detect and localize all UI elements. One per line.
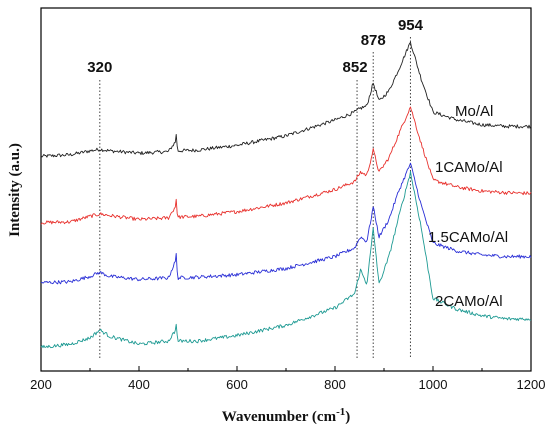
series-labels: Mo/Al 1CAMo/Al 1.5CAMo/Al 2CAMo/Al	[428, 103, 508, 310]
x-axis-title: Wavenumber (cm-1)	[222, 406, 350, 425]
series-line-3	[40, 170, 532, 349]
x-tick-label: 800	[324, 377, 346, 392]
series-line-0	[40, 41, 532, 158]
peak-labels: 320 852 878 954	[87, 17, 423, 76]
y-axis-title: Intensity (a.u.)	[7, 143, 23, 237]
series-label-3: 2CAMo/Al	[435, 293, 503, 310]
x-tick-label: 600	[226, 377, 248, 392]
peak-label-954: 954	[398, 17, 424, 34]
series-label-1: 1CAMo/Al	[435, 159, 503, 176]
plot-frame	[40, 7, 532, 372]
peak-label-320: 320	[87, 59, 112, 76]
x-axis-ticks: 200 400 600 800 1000 1200	[30, 366, 545, 392]
series-label-2: 1.5CAMo/Al	[428, 229, 508, 246]
series-line-1	[40, 106, 532, 225]
x-tick-label: 400	[128, 377, 150, 392]
x-tick-label: 200	[30, 377, 52, 392]
x-tick-label: 1200	[517, 377, 546, 392]
peak-label-878: 878	[361, 32, 386, 49]
series-label-0: Mo/Al	[455, 103, 493, 120]
series-line-2	[40, 162, 532, 285]
peak-label-852: 852	[343, 59, 368, 76]
peak-marker-lines	[99, 37, 411, 358]
series-lines	[40, 41, 532, 349]
x-tick-label: 1000	[419, 377, 448, 392]
